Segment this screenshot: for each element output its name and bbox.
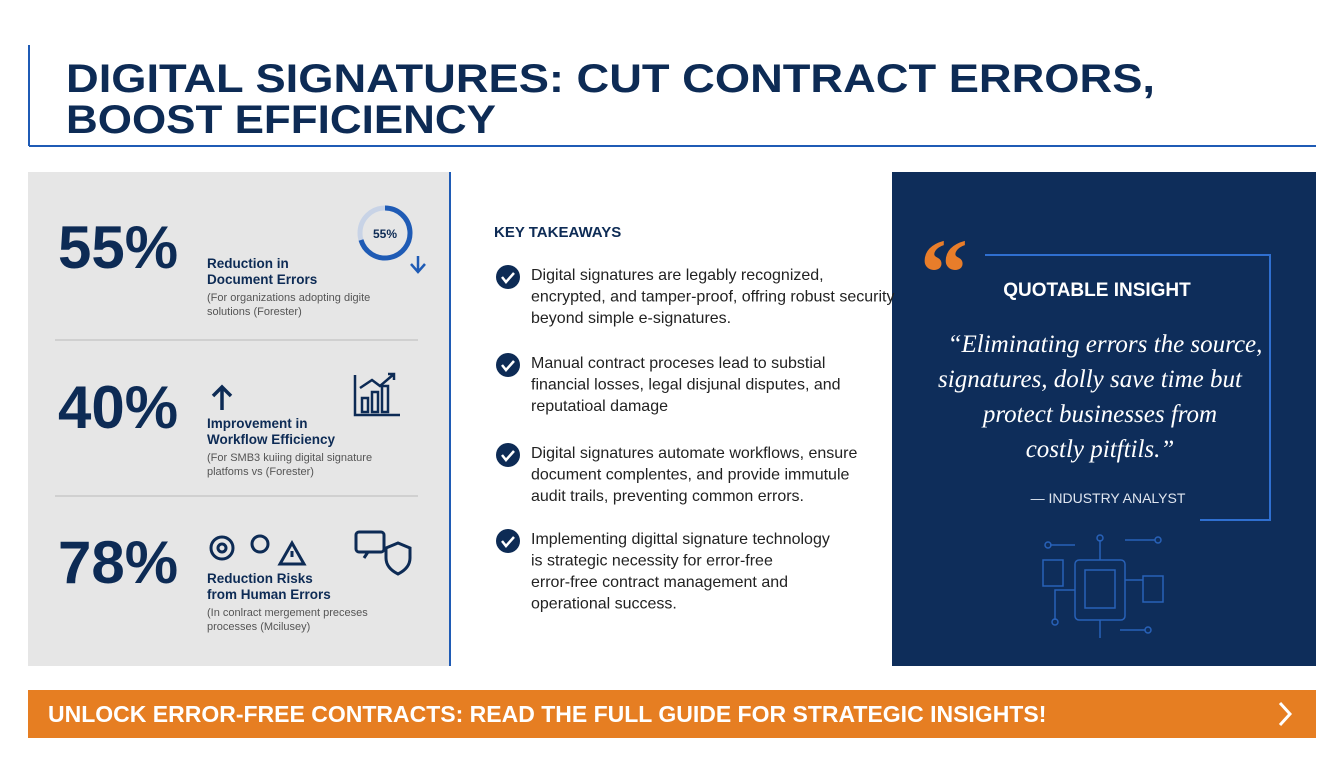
cta-text[interactable]: UNLOCK ERROR-FREE CONTRACTS: READ THE FU… <box>48 701 1046 727</box>
cta-banner[interactable]: UNLOCK ERROR-FREE CONTRACTS: READ THE FU… <box>28 690 1316 738</box>
check-icon <box>496 265 520 289</box>
takeaway-text: audit trails, preventing common errors. <box>531 488 804 505</box>
check-icon <box>496 443 520 467</box>
takeaway-text: beyond simple e-signatures. <box>531 310 731 327</box>
check-icon <box>501 450 515 462</box>
quote-text: “Eliminating errors the source, <box>948 331 1263 358</box>
stat-label: Workflow Efficiency <box>207 432 336 447</box>
stat-note: (For organizations adopting digite <box>207 292 370 304</box>
takeaway-text: document complentes, and provide immutul… <box>531 467 849 484</box>
check-icon <box>496 353 520 377</box>
quote-mark: “ <box>920 219 968 326</box>
stat-note: (For SMB3 kuiing digital signature <box>207 452 372 464</box>
risk-icons <box>209 530 412 576</box>
stat-label: from Human Errors <box>207 587 331 602</box>
takeaway-text: is strategic necessity for error-free <box>531 553 773 570</box>
takeaway-text: reputatioal damage <box>531 398 668 415</box>
up-arrow-icon <box>211 384 233 410</box>
quote-text: costly pitftils.” <box>1026 436 1175 463</box>
takeaway-text: Implementing digittal signature technolo… <box>531 531 830 548</box>
stat-label: Document Errors <box>207 272 317 287</box>
check-icon <box>501 536 515 548</box>
stats-panel <box>28 172 450 666</box>
stat-note: processes (Mcilusey) <box>207 621 310 633</box>
quote-attribution: — INDUSTRY ANALYST <box>1031 490 1186 506</box>
stat-value: 78% <box>58 529 178 596</box>
stat-label: Reduction in <box>207 256 289 271</box>
badge-ring <box>358 205 413 261</box>
down-arrow-icon <box>410 256 426 274</box>
circuit-decoration <box>1042 534 1164 638</box>
takeaways-title: KEY TAKEAWAYS <box>494 224 621 241</box>
stat-note: solutions (Forester) <box>207 306 302 318</box>
quote-frame <box>985 254 1271 521</box>
stat-value: 40% <box>58 374 178 441</box>
check-icon <box>501 360 515 372</box>
takeaway-text: Digital signatures are legably recognize… <box>531 267 824 284</box>
check-icon <box>496 529 520 553</box>
stat-label: Improvement in <box>207 416 308 431</box>
title: DIGITAL SIGNATURES: CUT CONTRACT ERRORS, <box>66 57 1155 101</box>
check-icon <box>501 272 515 284</box>
takeaway-text: financial losses, legal disjunal dispute… <box>531 377 841 394</box>
stat-note: platfoms vs (Forester) <box>207 466 314 478</box>
title: BOOST EFFICIENCY <box>66 98 496 142</box>
quote-heading: QUOTABLE INSIGHT <box>1003 280 1191 301</box>
takeaway-text: Manual contract proceses lead to substia… <box>531 355 825 372</box>
chart-icon <box>353 372 400 417</box>
takeaway-text: error-free contract management and <box>531 574 788 591</box>
takeaway-text: encrypted, and tamper-proof, offring rob… <box>531 289 894 306</box>
stat-note: (In conlract mergement preceses <box>207 607 368 619</box>
cta-arrow[interactable] <box>1278 701 1293 727</box>
quote-text: signatures, dolly save time but <box>938 366 1243 393</box>
cta-background[interactable] <box>28 690 1316 738</box>
stat-label: Reduction Risks <box>207 571 313 586</box>
stat-badge: 55% <box>373 227 397 241</box>
takeaway-text: operational success. <box>531 596 677 613</box>
stat-value: 55% <box>58 214 178 281</box>
quote-text: protect businesses from <box>981 401 1217 428</box>
takeaway-text: Digital signatures automate workflows, e… <box>531 445 857 462</box>
